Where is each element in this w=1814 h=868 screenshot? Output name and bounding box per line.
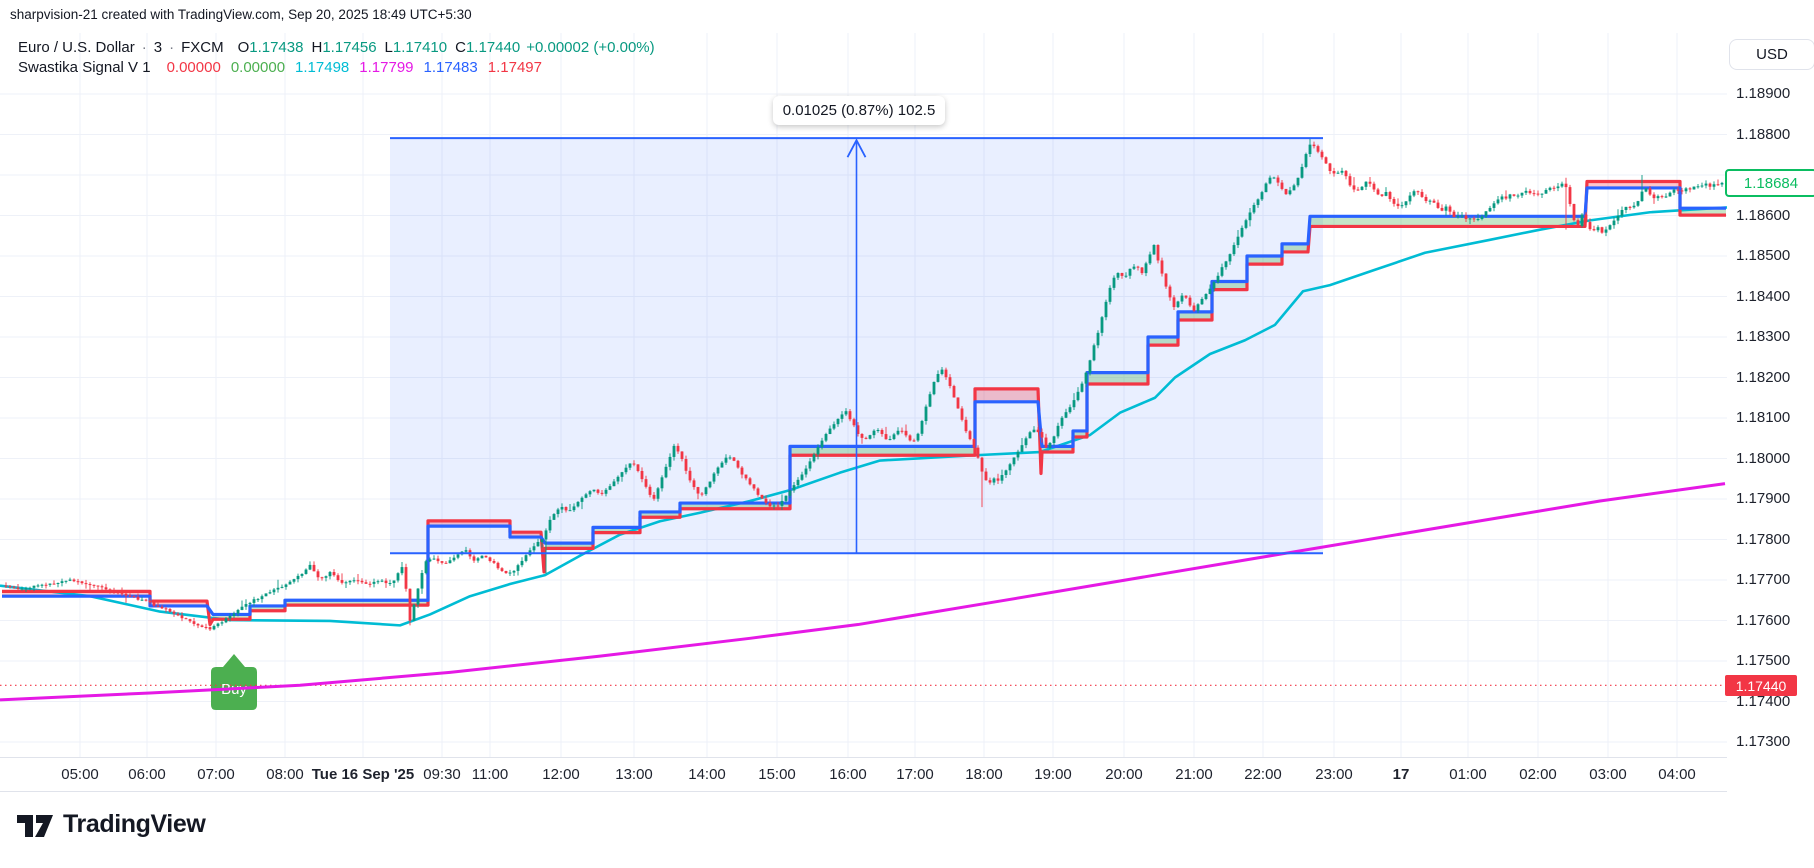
indicator-value: 1.17483 — [423, 59, 478, 76]
indicator-title: Swastika Signal V 1 — [18, 59, 151, 76]
price-tick-label: 1.17600 — [1736, 611, 1791, 629]
watermark-text: sharpvision-21 created with TradingView.… — [10, 7, 472, 22]
tradingview-logo[interactable]: TradingView — [16, 810, 206, 839]
price-tick-label: 1.17500 — [1736, 652, 1791, 669]
magenta-ma-line — [0, 482, 1726, 702]
price-tick-label: 1.17400 — [1736, 692, 1791, 710]
time-tick-label: 06:00 — [128, 766, 166, 783]
price-tick-label: 1.18300 — [1736, 328, 1791, 345]
price-tick-label: 1.18800 — [1736, 125, 1791, 143]
legend-symbol-row[interactable]: Euro / U.S. Dollar · 3 · FXCM O1.17438 H1… — [18, 38, 655, 58]
price-tick-label: 1.18900 — [1736, 85, 1791, 102]
exchange-label: FXCM — [181, 39, 224, 56]
currency-usd-button[interactable]: USD — [1729, 39, 1814, 70]
time-tick-label: 08:00 — [266, 766, 304, 783]
price-tick-label: 1.18500 — [1736, 247, 1791, 264]
time-tick-label: 01:00 — [1449, 766, 1487, 783]
legend-separator: · — [169, 39, 175, 56]
time-tick-label: 09:30 — [423, 766, 461, 783]
ohlc-letter: H — [311, 39, 323, 56]
interval-label: 3 — [153, 39, 163, 56]
indicator-values: 0.00000 0.00000 1.17498 1.17799 1.17483 1.174… — [157, 58, 542, 78]
time-tick-label: 07:00 — [197, 766, 235, 783]
time-tick-label: 17:00 — [896, 766, 934, 783]
time-tick-label: 19:00 — [1034, 766, 1072, 783]
signal-band-blue-line — [2, 186, 1726, 617]
ohlc-values: O1.17438 H1.17456 L1.17410 C1.17440 — [230, 38, 521, 58]
price-axis[interactable]: 1.189001.188001.187001.186001.185001.184… — [1727, 33, 1814, 757]
indicator-value: 1.17799 — [359, 59, 414, 76]
buy-signal-marker[interactable]: Buy — [211, 654, 257, 710]
time-tick-label: 05:00 — [61, 766, 99, 783]
price-tick-label: 1.17700 — [1736, 571, 1791, 588]
ohlc-value: 1.17456 — [322, 39, 377, 56]
price-tick-label: 1.18100 — [1736, 409, 1791, 426]
legend-separator: · — [141, 39, 147, 56]
price-tick-label: 1.18000 — [1736, 449, 1791, 467]
current-price-label: 1.17440 — [1725, 675, 1797, 697]
grid-lines — [0, 33, 1727, 757]
ohlc-value: 1.17440 — [465, 39, 521, 56]
time-tick-label: 03:00 — [1589, 766, 1627, 783]
price-tick-label: 1.17800 — [1736, 530, 1791, 548]
time-tick-label: 04:00 — [1658, 766, 1696, 783]
time-axis[interactable]: 05:00 06:00 07:00 08:00 Tue 16 Sep '25 09:30 1… — [0, 757, 1727, 792]
price-tick-label: 1.18200 — [1736, 368, 1791, 386]
ohlc-letter: L — [384, 39, 393, 56]
tradingview-logo-text: TradingView — [63, 810, 206, 838]
ohlc-value: 1.17410 — [392, 39, 448, 56]
indicator-value: 1.17498 — [295, 59, 350, 76]
price-tick-label: 1.18400 — [1736, 287, 1791, 305]
signal-band-fill — [2, 181, 1726, 620]
price-tick-label: 1.17900 — [1736, 490, 1791, 507]
measurement-tool[interactable] — [390, 137, 1323, 555]
last-price-label: 1.18684 — [1725, 169, 1814, 198]
time-tick-label: 17 — [1392, 766, 1410, 783]
chart-legend[interactable]: Euro / U.S. Dollar · 3 · FXCM O1.17438 H1… — [18, 38, 655, 78]
time-tick-label: 14:00 — [688, 766, 726, 783]
signal-band-red-line — [2, 179, 1726, 627]
time-tick-label: Tue 16 Sep '25 — [311, 766, 415, 783]
time-tick-label: 16:00 — [829, 766, 867, 783]
tradingview-logo-icon — [17, 814, 53, 837]
legend-indicator-row[interactable]: Swastika Signal V 1 0.00000 0.00000 1.1749… — [18, 58, 655, 78]
symbol-title: Euro / U.S. Dollar — [18, 39, 135, 56]
candlestick-series — [4, 137, 1724, 631]
indicator-value: 0.00000 — [230, 59, 286, 76]
change-value: +0.00002 (+0.00%) — [526, 39, 655, 56]
ohlc-value: 1.17438 — [249, 39, 304, 56]
ohlc-letter: O — [237, 39, 250, 56]
time-tick-label: 13:00 — [615, 766, 653, 783]
measurement-tooltip: 0.01025 (0.87%) 102.5 — [773, 96, 945, 125]
ohlc-letter: C — [455, 39, 466, 56]
price-tick-label: 1.17300 — [1736, 733, 1791, 750]
time-tick-label: 12:00 — [542, 766, 580, 783]
time-tick-label: 15:00 — [758, 766, 796, 783]
indicator-value: 0.00000 — [166, 59, 221, 76]
time-tick-label: 18:00 — [965, 766, 1003, 783]
time-tick-label: 20:00 — [1105, 766, 1143, 783]
indicator-value: 1.17497 — [487, 59, 542, 76]
time-tick-label: 21:00 — [1175, 766, 1213, 783]
time-tick-label: 23:00 — [1315, 766, 1353, 783]
price-tick-label: 1.18600 — [1736, 206, 1791, 224]
time-tick-label: 02:00 — [1519, 766, 1557, 783]
time-tick-label: 22:00 — [1244, 766, 1282, 783]
time-tick-label: 11:00 — [471, 766, 509, 783]
